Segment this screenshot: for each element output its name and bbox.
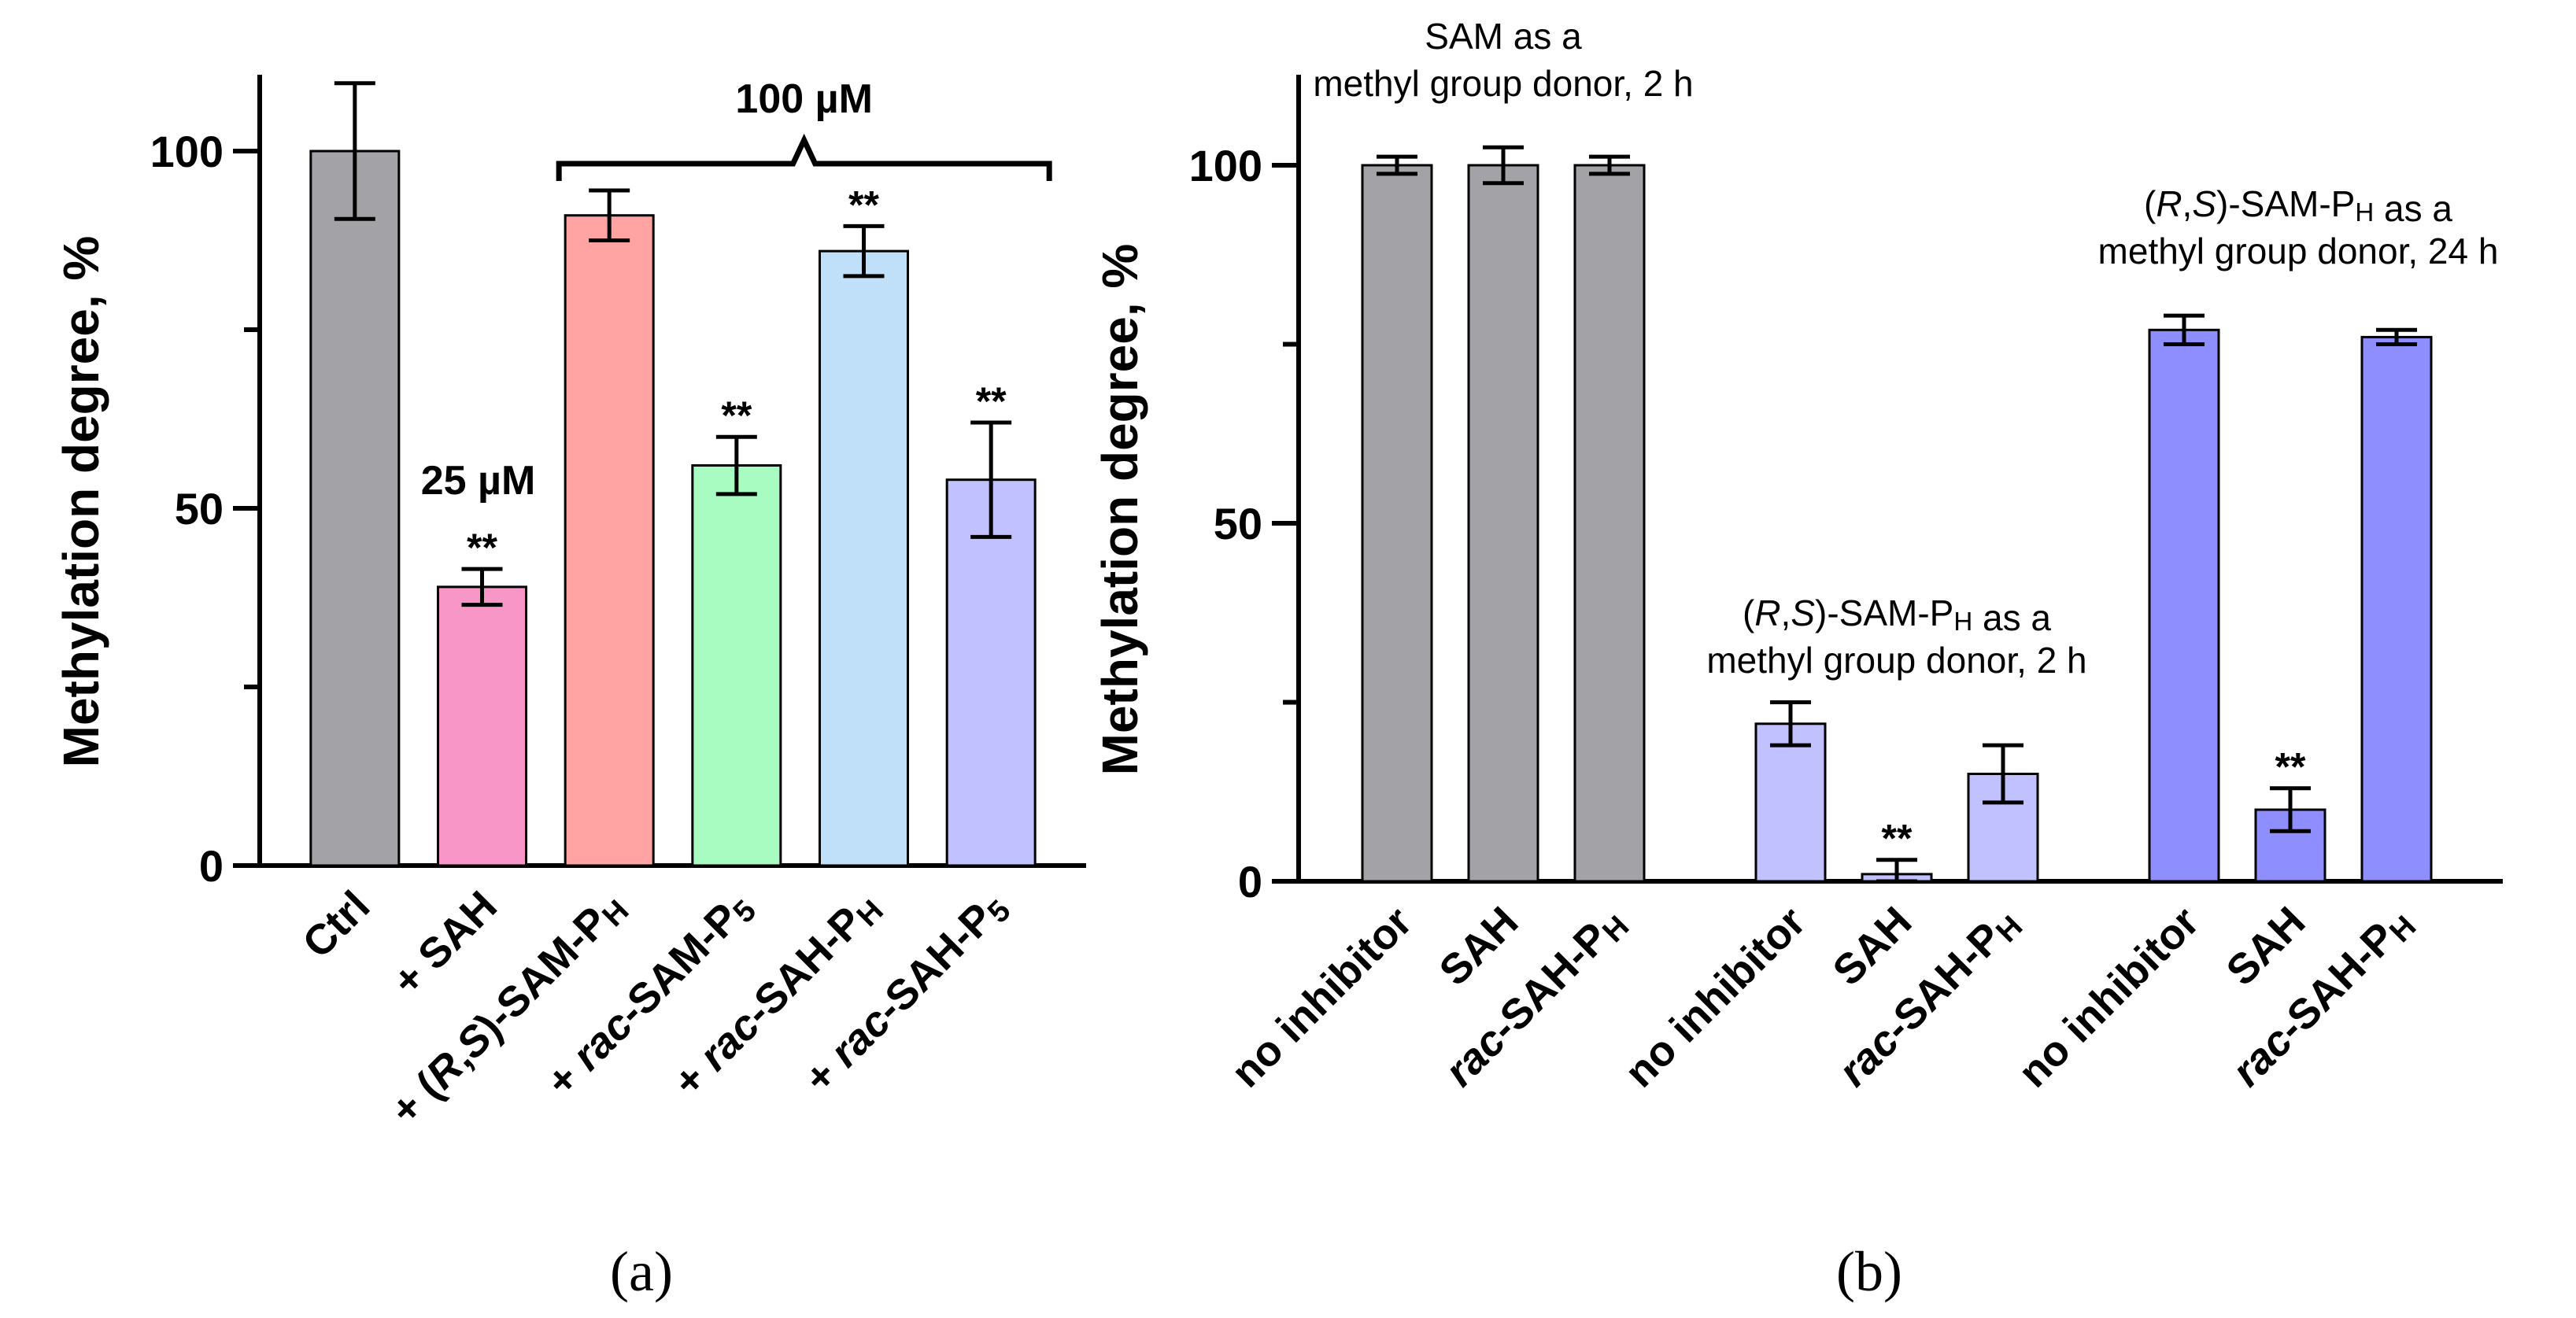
group-annotation: (R,S)-SAM-PH as a — [2144, 183, 2452, 229]
y-tick-label: 100 — [1189, 141, 1262, 190]
group-annotation: (R,S)-SAM-PH as a — [1743, 593, 2051, 638]
group-annotation: methyl group donor, 2 h — [1706, 640, 2086, 681]
bar — [1754, 722, 1827, 883]
bar — [1573, 164, 1646, 883]
bar — [309, 150, 401, 867]
group-annotation: SAM as a — [1425, 16, 1582, 57]
significance-label: ** — [2275, 745, 2306, 789]
bar — [1361, 164, 1433, 883]
significance-label: ** — [976, 379, 1007, 423]
bar — [819, 249, 909, 867]
category-label: no inhibitor — [1616, 898, 1814, 1096]
group-annotation: methyl group donor, 24 h — [2098, 231, 2499, 271]
panel-b: 0 50 100 Methylation degree, % (b) no inhibit… — [1092, 16, 2503, 1303]
group-bracket — [556, 133, 1052, 181]
significance-label: ** — [848, 183, 879, 227]
bar — [2360, 335, 2433, 883]
bar — [945, 478, 1037, 867]
bar — [437, 585, 527, 867]
y-axis-title: Methylation degree, % — [1092, 244, 1148, 776]
panel-label: (a) — [610, 1240, 673, 1303]
y-tick-label: 0 — [199, 841, 224, 891]
category-label: no inhibitor — [2009, 898, 2208, 1096]
concentration-label: 100 µM — [735, 76, 872, 122]
y-tick-label: 50 — [1214, 499, 1262, 548]
significance-label: ** — [1882, 817, 1913, 861]
category-label: + SAH — [383, 882, 506, 1005]
panel-label: (b) — [1836, 1240, 1902, 1303]
significance-label: ** — [721, 393, 752, 437]
category-label: SAH — [1430, 898, 1527, 995]
panel-a: 0 50 100 Methylation degree, % (a) Ctrl ** + SA… — [53, 75, 1086, 1303]
y-tick-label: 0 — [1238, 857, 1262, 906]
y-tick-label: 100 — [150, 127, 224, 176]
bar — [1467, 164, 1539, 883]
y-axis-title: Methylation degree, % — [53, 236, 109, 768]
category-label: SAH — [2217, 898, 2314, 995]
category-label: no inhibitor — [1222, 898, 1421, 1096]
bar — [691, 464, 782, 867]
concentration-label: 25 µM — [421, 458, 536, 504]
y-tick-label: 50 — [175, 484, 224, 533]
group-annotation: methyl group donor, 2 h — [1313, 63, 1693, 104]
bar — [564, 214, 655, 867]
bar — [2148, 328, 2220, 883]
category-label: Ctrl — [294, 882, 379, 967]
significance-label: ** — [467, 526, 497, 570]
category-label: SAH — [1824, 898, 1920, 995]
category-label: + (R,S)-SAM-PH — [382, 882, 636, 1136]
